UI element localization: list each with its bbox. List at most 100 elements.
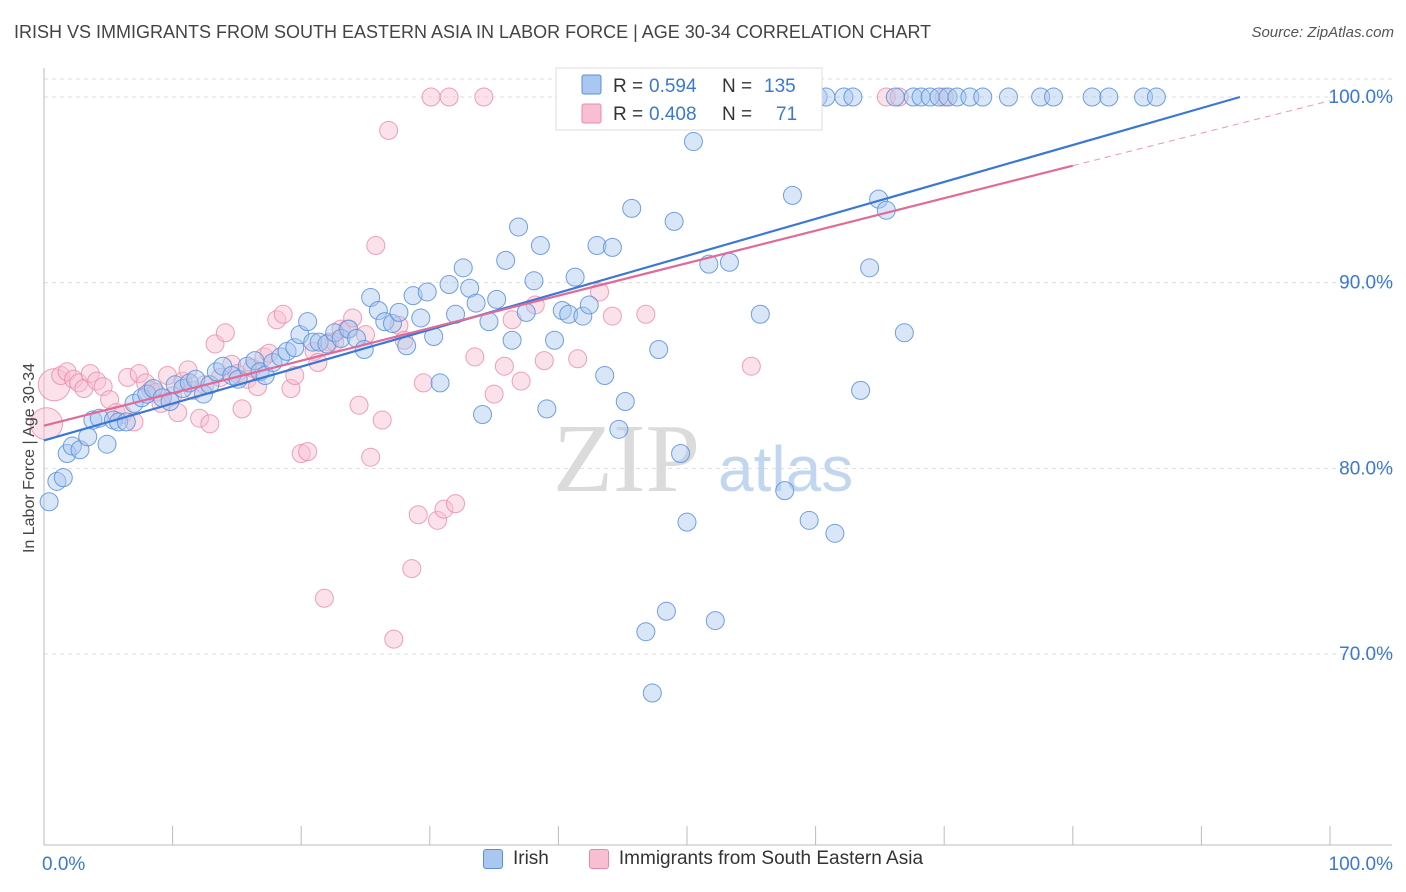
sea-point [446, 494, 466, 514]
sea-point [349, 395, 369, 415]
stats-irish-r-value: 0.594 [649, 76, 697, 97]
y-tick-label: 90.0% [1339, 273, 1393, 294]
sea-point [319, 332, 339, 352]
sea-trend-line [43, 164, 1074, 427]
irish-point [642, 683, 662, 703]
sea-point [247, 377, 267, 397]
sea-point [168, 403, 188, 423]
sea-point [200, 414, 220, 434]
sea-point [402, 559, 422, 579]
irish-trend-line [43, 95, 1241, 442]
legend-item-sea[interactable]: Immigrants from South Eastern Asia [588, 848, 923, 870]
irish-point [303, 332, 323, 352]
irish-point [383, 314, 403, 334]
watermark-zip: ZIP [553, 405, 700, 513]
irish-point [579, 295, 599, 315]
sea-point [232, 399, 252, 419]
stats-irish-swatch [581, 74, 602, 95]
watermark-atlas: atlas [718, 433, 853, 505]
irish-point [719, 252, 739, 272]
sea-point [372, 410, 392, 430]
irish-point [430, 373, 450, 393]
stats-sea-r-label: R = [613, 104, 643, 125]
sea-point [389, 315, 409, 335]
irish-point [671, 443, 691, 463]
legend-item-irish[interactable]: Irish [482, 848, 549, 870]
irish-point [502, 330, 522, 350]
sea-point [361, 447, 381, 467]
irish-point [602, 237, 622, 257]
irish-point [403, 286, 423, 306]
stats-box: R = 0.594 N = 135 R = 0.408 N = 71 [555, 67, 823, 131]
sea-point [215, 323, 235, 343]
source-credit: Source: ZipAtlas.com [1251, 24, 1394, 41]
irish-point [411, 308, 431, 328]
irish-point [509, 217, 529, 237]
sea-point [421, 87, 441, 107]
irish-point [389, 302, 409, 322]
stats-sea-n-value: 71 [776, 104, 797, 125]
irish-point [622, 198, 642, 218]
irish-point [417, 282, 437, 302]
irish-point [973, 87, 993, 107]
irish-point [47, 471, 67, 491]
irish-point [999, 87, 1018, 107]
irish-point [775, 481, 795, 501]
stats-irish-n-value: 135 [764, 76, 796, 97]
sea-point [434, 499, 454, 519]
series-sea-points [30, 87, 954, 649]
sea-point [57, 362, 77, 382]
sea-point [741, 356, 761, 376]
legend: Irish Immigrants from South Eastern Asia [0, 848, 1406, 870]
sea-trend-extension [1072, 100, 1331, 167]
irish-point [782, 185, 802, 205]
irish-point [97, 434, 117, 454]
irish-point [524, 271, 544, 291]
stats-sea-swatch [581, 103, 602, 124]
irish-point [39, 492, 59, 512]
sea-point [439, 87, 459, 107]
irish-point [368, 301, 388, 321]
sea-point [314, 588, 334, 608]
sea-point [118, 367, 138, 387]
sea-point [129, 364, 149, 384]
stats-irish-n-label: N = [722, 76, 752, 97]
chart-title: IRISH VS IMMIGRANTS FROM SOUTH EASTERN A… [14, 22, 932, 42]
irish-point [1082, 87, 1102, 107]
sea-point [511, 371, 531, 391]
sea-point [51, 366, 71, 385]
irish-point [487, 289, 507, 309]
irish-point [649, 340, 669, 360]
sea-point [291, 443, 311, 463]
tick-labels: 70.0% 80.0% 90.0% 100.0% 0.0% 100.0% [42, 87, 1393, 875]
irish-point [750, 304, 770, 324]
irish-point [559, 304, 579, 324]
irish-point [317, 334, 337, 354]
irish-point [1044, 87, 1064, 107]
irish-point [843, 87, 863, 107]
irish-point [903, 87, 923, 107]
y-tick-label: 100.0% [1329, 87, 1394, 108]
irish-point [537, 399, 557, 419]
irish-point [894, 323, 914, 343]
irish-point [825, 523, 845, 543]
irish-point [298, 312, 318, 332]
sea-point [80, 364, 100, 384]
irish-point [439, 275, 459, 295]
x-tick-label-min: 0.0% [42, 854, 85, 875]
sea-point [568, 349, 588, 369]
sea-point [384, 629, 404, 649]
sea-point [366, 236, 386, 256]
irish-point [397, 336, 417, 356]
irish-point [309, 332, 329, 352]
irish-point [615, 391, 635, 411]
irish-point [1099, 87, 1119, 107]
watermark: ZIP atlas [553, 405, 853, 513]
irish-point [587, 236, 607, 256]
irish-point [375, 312, 395, 332]
legend-irish-swatch [482, 849, 503, 869]
irish-point [1146, 87, 1166, 107]
sea-point [379, 120, 399, 140]
irish-point [545, 330, 565, 350]
